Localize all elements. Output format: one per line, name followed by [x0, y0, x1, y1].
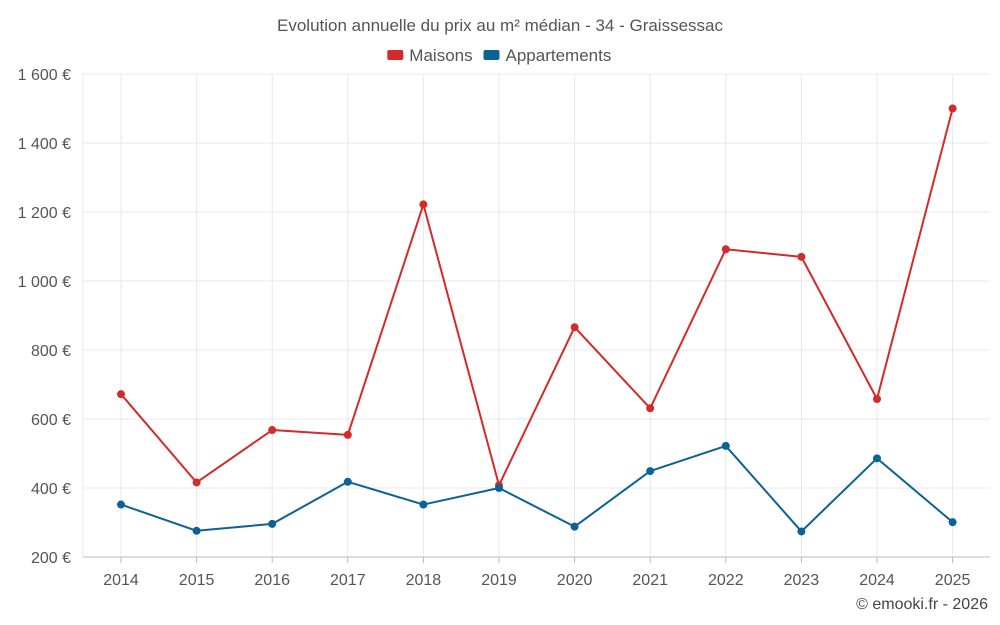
- data-point-maisons[interactable]: [419, 200, 428, 209]
- x-tick-label: 2014: [103, 572, 139, 589]
- legend-label: Maisons: [409, 46, 472, 65]
- y-tick-label: 1 000 €: [18, 274, 71, 291]
- y-tick-label: 200 €: [31, 550, 71, 567]
- x-tick-label: 2022: [708, 572, 744, 589]
- legend-item-appartements[interactable]: Appartements: [483, 46, 612, 65]
- y-axis: 200 € 400 € 600 € 800 € 1 000 € 1 200 € 1 400 …: [18, 67, 71, 567]
- data-point-appartements[interactable]: [948, 518, 957, 527]
- x-tick-label: 2023: [784, 572, 820, 589]
- y-tick-label: 1 200 €: [18, 205, 71, 222]
- data-point-maisons[interactable]: [873, 394, 881, 403]
- data-point-appartements[interactable]: [495, 484, 503, 492]
- data-point-appartements[interactable]: [117, 500, 125, 509]
- data-point-appartements[interactable]: [797, 527, 806, 536]
- x-tick-label: 2019: [481, 572, 517, 589]
- y-tick-label: 800 €: [31, 343, 71, 360]
- grid: [82, 73, 990, 558]
- legend-item-maisons[interactable]: Maisons: [387, 46, 473, 65]
- legend: Maisons Appartements: [387, 46, 611, 65]
- data-point-maisons[interactable]: [570, 323, 579, 332]
- data-point-appartements[interactable]: [268, 519, 277, 528]
- data-point-appartements[interactable]: [343, 477, 352, 486]
- series-line-appartements: [120, 444, 954, 533]
- data-point-appartements[interactable]: [570, 522, 579, 531]
- y-tick-label: 600 €: [31, 412, 71, 429]
- data-point-maisons[interactable]: [192, 478, 201, 487]
- y-tick-label: 1 600 €: [18, 67, 71, 84]
- x-tick-label: 2021: [632, 572, 668, 589]
- data-point-appartements[interactable]: [646, 467, 655, 476]
- x-tick-label: 2016: [254, 572, 290, 589]
- chart-title: Evolution annuelle du prix au m² médian …: [277, 16, 723, 35]
- data-point-appartements[interactable]: [873, 454, 881, 463]
- y-tick-label: 1 400 €: [18, 136, 71, 153]
- data-point-appartements[interactable]: [721, 441, 730, 450]
- data-point-maisons[interactable]: [268, 426, 277, 435]
- credit-text: © emooki.fr - 2026: [856, 596, 988, 613]
- data-point-appartements[interactable]: [419, 500, 428, 509]
- x-axis: 2014 2015 2016 2017 2018 2019 2020 2021 2022 2023…: [103, 557, 970, 589]
- x-tick-label: 2018: [406, 572, 442, 589]
- x-tick-label: 2025: [935, 572, 971, 589]
- data-point-maisons[interactable]: [797, 252, 806, 261]
- series: [117, 104, 957, 536]
- data-point-maisons[interactable]: [721, 245, 730, 254]
- series-line-maisons: [120, 108, 954, 487]
- legend-label: Appartements: [506, 46, 612, 65]
- data-point-maisons[interactable]: [343, 430, 352, 439]
- y-tick-label: 400 €: [31, 481, 71, 498]
- data-point-maisons[interactable]: [646, 404, 655, 413]
- x-tick-label: 2017: [330, 572, 366, 589]
- x-tick-label: 2015: [179, 572, 215, 589]
- x-tick-label: 2020: [557, 572, 593, 589]
- legend-swatch: [483, 50, 500, 60]
- legend-swatch: [387, 50, 404, 60]
- data-point-maisons[interactable]: [948, 104, 957, 113]
- data-point-maisons[interactable]: [117, 390, 125, 399]
- x-tick-label: 2024: [859, 572, 895, 589]
- data-point-appartements[interactable]: [192, 526, 201, 535]
